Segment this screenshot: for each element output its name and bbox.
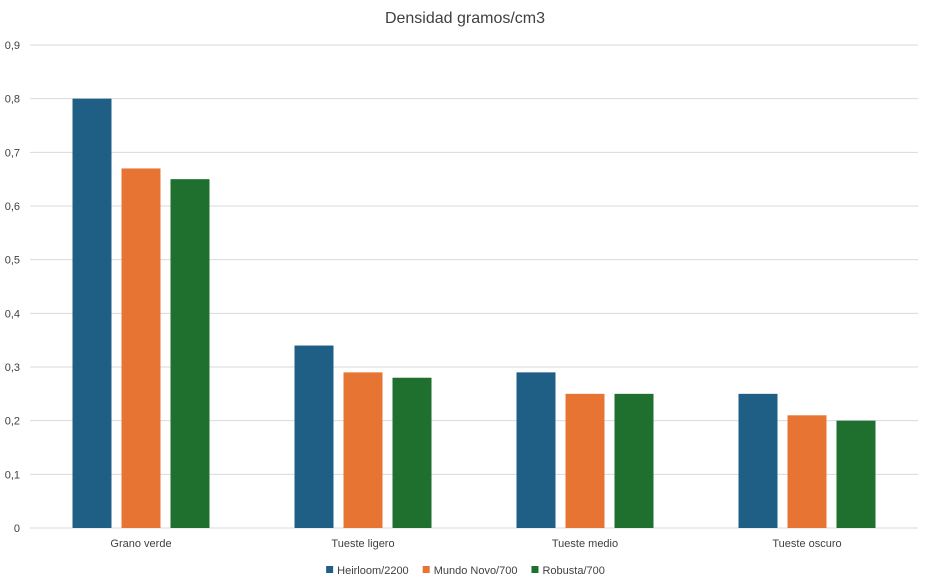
- bar-heirloom-2200-0: [72, 98, 112, 529]
- y-axis-ticks: 0 0,1 0,2 0,3 0,4 0,5 0,6 0,7 0,8 0,9: [5, 40, 20, 535]
- bar-robusta-700-3: [836, 420, 876, 528]
- y-tick-label: 0,1: [5, 469, 20, 481]
- x-category-label: Tueste ligero: [331, 538, 394, 550]
- y-tick-label: 0,7: [5, 147, 20, 159]
- y-tick-label: 0,8: [5, 94, 20, 106]
- legend-label: Robusta/700: [542, 565, 604, 577]
- x-category-label: Tueste medio: [552, 538, 618, 550]
- bar-heirloom-2200-2: [516, 372, 556, 528]
- bar-robusta-700-1: [392, 377, 432, 528]
- bar-mundo-novo-700-3: [787, 415, 827, 528]
- bar-mundo-novo-700-2: [565, 393, 605, 528]
- y-tick-label: 0,9: [5, 40, 20, 52]
- bar-robusta-700-0: [170, 179, 210, 528]
- x-category-label: Tueste oscuro: [772, 538, 841, 550]
- y-tick-label: 0,2: [5, 416, 20, 428]
- legend-label: Heirloom/2200: [337, 565, 409, 577]
- legend-swatch: [531, 566, 539, 573]
- chart-title: Densidad gramos/cm3: [385, 10, 545, 27]
- legend-swatch: [326, 566, 334, 573]
- legend-label: Mundo Novo/700: [434, 565, 518, 577]
- legend: Heirloom/2200 Mundo Novo/700 Robusta/700: [326, 565, 605, 577]
- legend-swatch: [422, 566, 430, 573]
- y-tick-label: 0,3: [5, 362, 20, 374]
- bar-mundo-novo-700-1: [343, 372, 383, 528]
- x-category-label: Grano verde: [110, 538, 171, 550]
- y-tick-label: 0,6: [5, 201, 20, 213]
- bar-mundo-novo-700-0: [121, 168, 161, 528]
- bar-heirloom-2200-1: [294, 345, 334, 528]
- y-tick-label: 0: [14, 523, 20, 535]
- y-tick-label: 0,4: [5, 308, 20, 320]
- gridlines: [30, 44, 918, 529]
- y-tick-label: 0,5: [5, 255, 20, 267]
- bar-robusta-700-2: [614, 393, 654, 528]
- bar-heirloom-2200-3: [738, 393, 778, 528]
- x-axis-categories: Grano verde Tueste ligero Tueste medio Tues…: [110, 538, 841, 550]
- bars: [72, 98, 876, 529]
